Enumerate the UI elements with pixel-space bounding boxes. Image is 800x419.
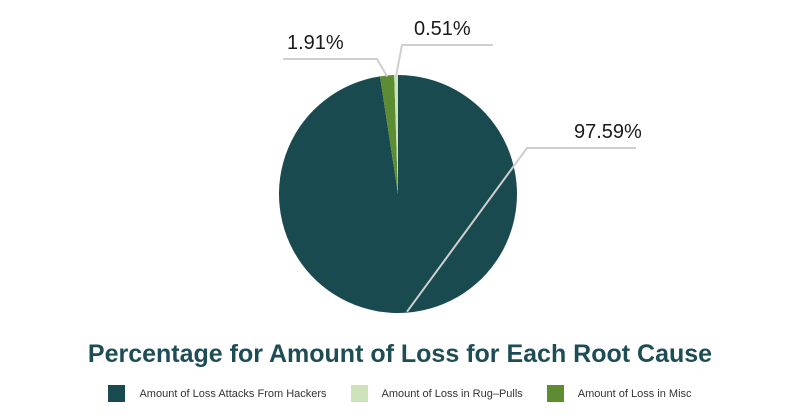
leader-line-2 (283, 58, 389, 78)
legend-swatch-2 (546, 385, 564, 402)
chart-title: Percentage for Amount of Loss for Each R… (87, 340, 713, 368)
legend-swatch-1 (350, 385, 368, 402)
leaders-layer (283, 44, 636, 313)
leader-line-1 (395, 44, 493, 77)
legend-label-0: Amount of Loss Attacks From Hackers (139, 387, 327, 400)
labels-layer: 97.59% 1.91% 0.51% (287, 18, 642, 143)
legend-swatch-0 (108, 385, 126, 402)
pie-chart: 97.59% 1.91% 0.51% (278, 18, 642, 313)
legend-label-2: Amount of Loss in Misc (577, 387, 692, 400)
slice-label-1: 0.51% (414, 18, 471, 40)
slice-label-0: 97.59% (574, 121, 642, 143)
legend-item-0: Amount of Loss Attacks From Hackers (108, 385, 327, 402)
pie-slice-2 (379, 75, 398, 194)
legend-label-1: Amount of Loss in Rug–Pulls (381, 387, 523, 400)
legend-item-2: Amount of Loss in Misc (546, 385, 692, 402)
leader-line-0 (406, 147, 636, 313)
legend-item-1: Amount of Loss in Rug–Pulls (350, 385, 523, 402)
slice-label-2: 1.91% (287, 32, 344, 54)
legend: Amount of Loss Attacks From Hackers Amoun… (0, 385, 800, 402)
pie-slice-0 (278, 75, 517, 313)
slices-layer (278, 75, 517, 313)
pie-slice-1 (394, 75, 398, 194)
